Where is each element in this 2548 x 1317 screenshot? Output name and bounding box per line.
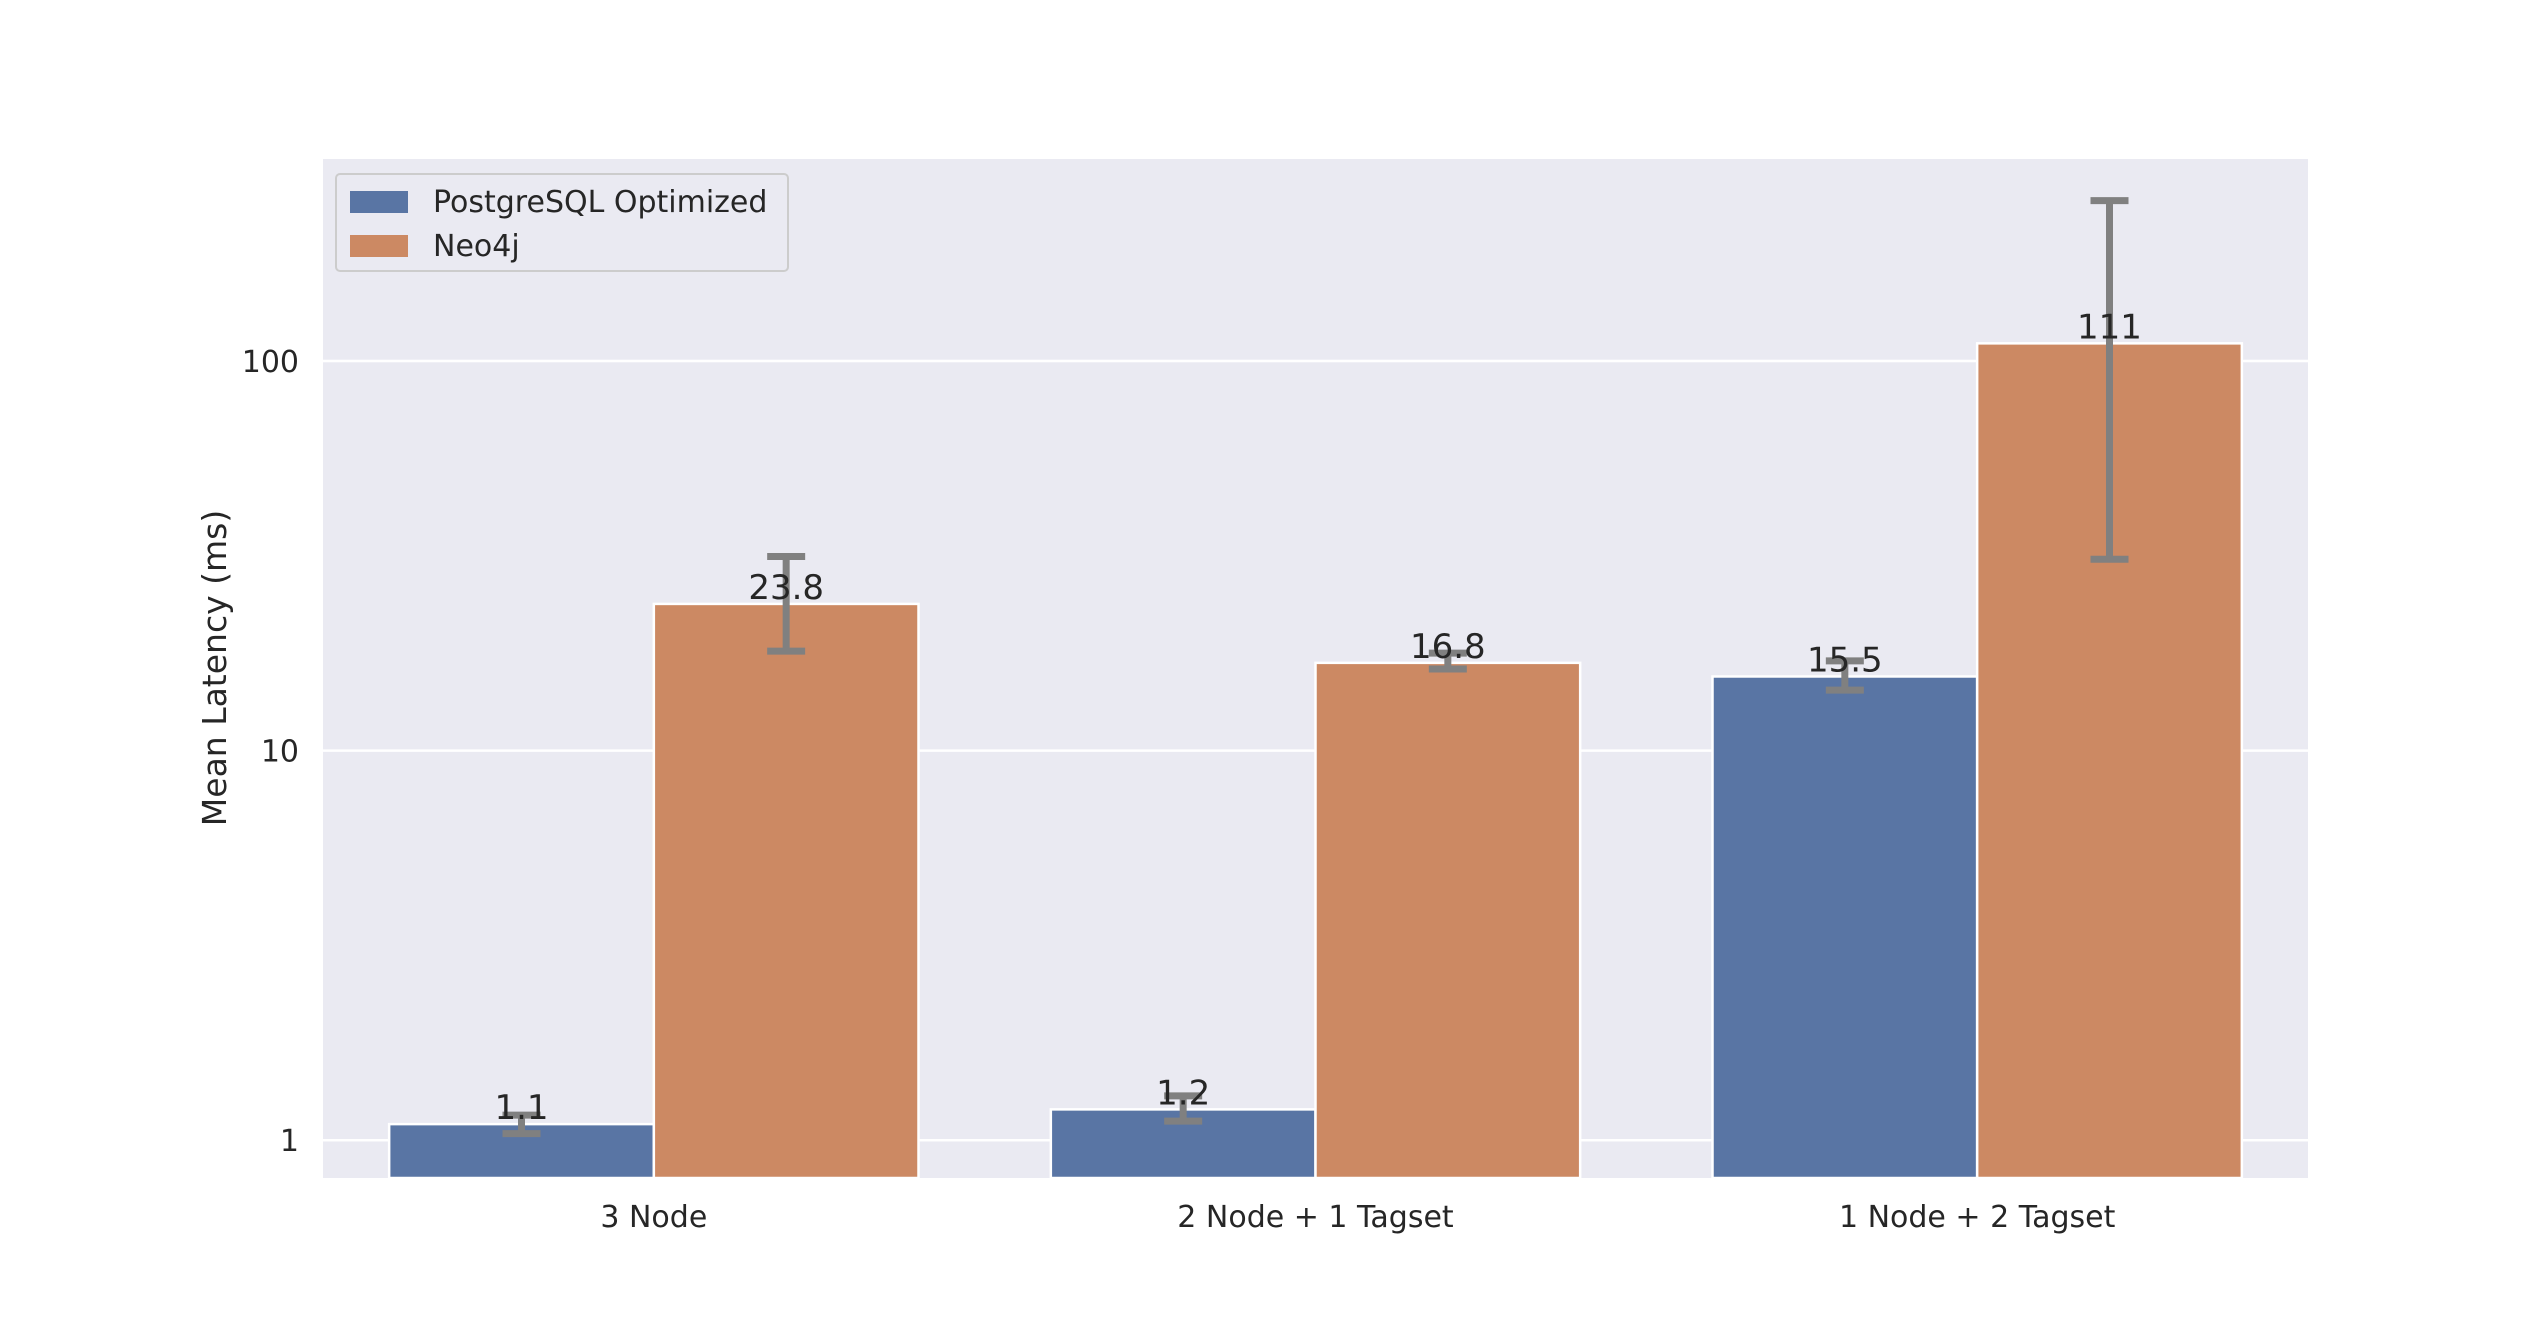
data-labels: 1.1 1.2 15.5 23.8 16.8 111 <box>494 307 2141 1128</box>
x-tick-label: 3 Node <box>600 1200 707 1235</box>
y-tick-label: 1 <box>280 1124 299 1159</box>
x-axis-ticks: 3 Node 2 Node + 1 Tagset 1 Node + 2 Tagset <box>600 1200 2115 1235</box>
data-label: 1.1 <box>494 1088 548 1128</box>
legend-swatch <box>350 235 408 257</box>
data-label: 23.8 <box>748 568 824 608</box>
y-axis-label: Mean Latency (ms) <box>195 510 234 826</box>
data-label: 16.8 <box>1410 627 1486 667</box>
bar <box>652 602 920 1180</box>
data-label: 111 <box>2077 307 2142 347</box>
data-label: 1.2 <box>1156 1073 1210 1113</box>
y-axis-ticks: 1 10 100 <box>242 345 299 1159</box>
bar <box>1711 675 1979 1180</box>
bar <box>1314 661 1582 1180</box>
data-label: 15.5 <box>1807 640 1883 680</box>
legend-box <box>335 173 789 272</box>
y-tick-label: 10 <box>261 735 299 770</box>
x-tick-label: 1 Node + 2 Tagset <box>1839 1200 2116 1235</box>
legend-label: PostgreSQL Optimized <box>433 185 767 220</box>
y-tick-label: 100 <box>242 345 299 380</box>
legend-label: Neo4j <box>433 229 520 264</box>
legend: PostgreSQL Optimized Neo4j <box>335 173 789 272</box>
legend-swatch <box>350 191 408 213</box>
error-bars <box>502 197 2129 1138</box>
x-tick-label: 2 Node + 1 Tagset <box>1177 1200 1454 1235</box>
